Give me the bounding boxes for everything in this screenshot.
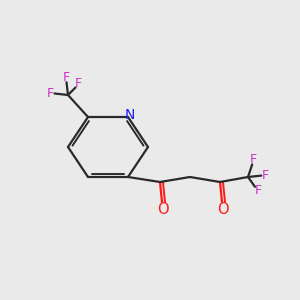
Text: N: N [125, 108, 135, 122]
Text: F: F [262, 169, 269, 182]
Text: F: F [47, 87, 54, 100]
Text: F: F [63, 71, 70, 84]
Text: F: F [250, 153, 257, 166]
Text: F: F [254, 184, 262, 197]
Text: F: F [75, 77, 82, 90]
Text: O: O [157, 202, 169, 217]
Text: O: O [217, 202, 229, 217]
